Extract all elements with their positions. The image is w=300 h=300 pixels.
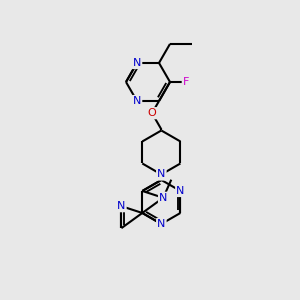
Text: N: N	[133, 58, 141, 68]
Text: N: N	[159, 193, 167, 203]
Text: N: N	[133, 96, 141, 106]
Text: O: O	[148, 108, 156, 118]
Text: F: F	[183, 77, 189, 87]
Text: N: N	[176, 186, 184, 196]
Text: N: N	[117, 201, 126, 211]
Text: N: N	[157, 219, 166, 229]
Text: N: N	[157, 169, 166, 179]
